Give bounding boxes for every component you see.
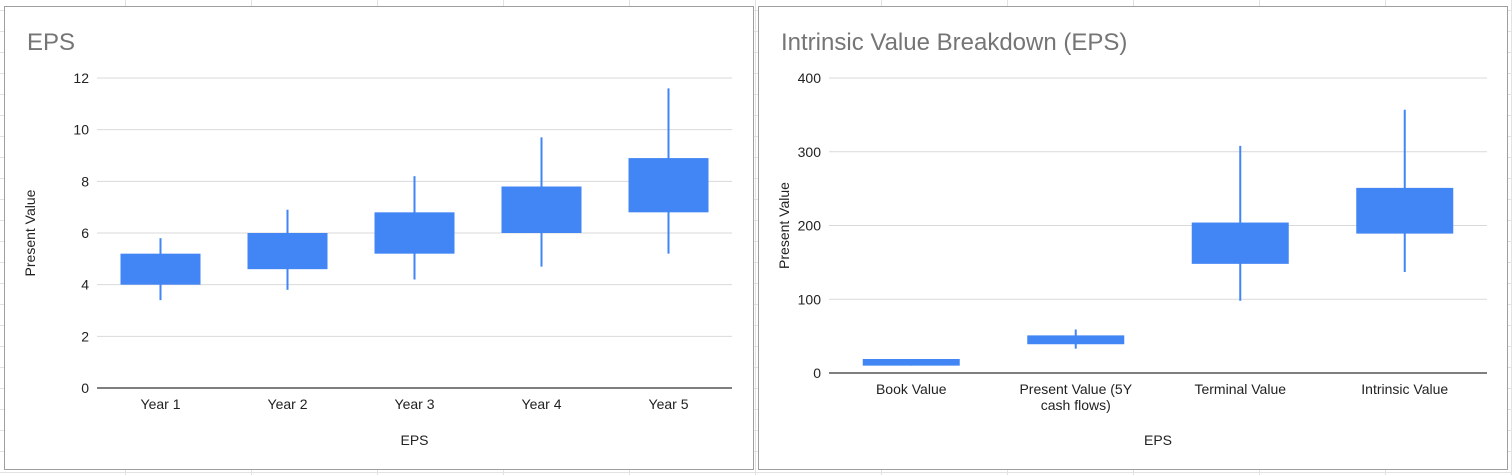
candle-box	[862, 358, 960, 366]
x-tick-label: Terminal Value	[1194, 381, 1286, 397]
y-tick-label: 2	[81, 328, 89, 344]
y-tick-label: 4	[81, 277, 89, 293]
x-tick-label: Year 5	[649, 396, 689, 412]
candle-box	[1191, 222, 1289, 264]
candle-box	[120, 253, 201, 285]
eps-chart-panel[interactable]: EPS 0 2 4 6 8 10 12 Year 1 Year 2 Year 3 Year 4 Yea…	[4, 6, 754, 470]
x-tick-label: Year 2	[268, 396, 308, 412]
y-tick-label: 400	[798, 70, 822, 86]
x-tick-label: Year 4	[522, 396, 562, 412]
chart-title: EPS	[27, 29, 76, 56]
candle-box	[628, 158, 709, 213]
y-axis-title: Present Value	[22, 189, 38, 276]
candle-box	[501, 186, 582, 233]
y-tick-label: 0	[81, 380, 89, 396]
y-tick-label: 0	[813, 365, 821, 381]
x-tick-label: Book Value	[876, 381, 947, 397]
y-tick-label: 200	[798, 218, 822, 234]
x-tick-label: Year 3	[395, 396, 435, 412]
candle-box	[1027, 335, 1125, 345]
x-axis-title: EPS	[1144, 432, 1172, 448]
intrinsic-value-chart-svg: 0 100 200 300 400 Book Value Present Value (5Y…	[776, 70, 1487, 448]
y-tick-label: 10	[73, 122, 89, 138]
y-tick-label: 300	[798, 144, 822, 160]
chart-title: Intrinsic Value Breakdown (EPS)	[781, 29, 1128, 56]
y-tick-label: 12	[73, 70, 89, 86]
candle-box	[1356, 187, 1454, 234]
y-tick-label: 6	[81, 225, 89, 241]
x-tick-label: Present Value (5Y cash flows)	[1019, 381, 1132, 413]
candle-box	[247, 233, 328, 270]
eps-chart-svg: 0 2 4 6 8 10 12 Year 1 Year 2 Year 3 Year 4 Year 5 E…	[22, 70, 732, 448]
x-axis-title: EPS	[400, 432, 428, 448]
x-tick-label: Intrinsic Value	[1361, 381, 1448, 397]
y-tick-label: 100	[798, 291, 822, 307]
candle-box	[374, 212, 455, 254]
y-axis-title: Present Value	[776, 182, 792, 269]
y-tick-label: 8	[81, 173, 89, 189]
intrinsic-value-chart-panel[interactable]: Intrinsic Value Breakdown (EPS) 0 100 200 3…	[758, 6, 1508, 470]
x-tick-label: Year 1	[141, 396, 181, 412]
